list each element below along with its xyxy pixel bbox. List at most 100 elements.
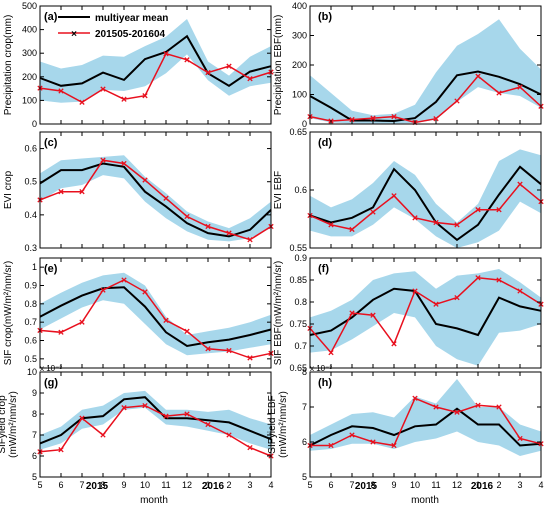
band-range — [40, 272, 271, 356]
point-obs — [370, 115, 376, 121]
band-range — [40, 390, 271, 450]
year-label-left-col-2015: 2015 — [86, 481, 109, 492]
x-tick-label: 6 — [58, 480, 63, 490]
series-line-mean — [39, 286, 272, 348]
y-tick-label: 0.4 — [24, 210, 37, 220]
point-obs — [142, 177, 148, 183]
point-obs — [475, 73, 481, 79]
legend-obs-marker: × — [71, 29, 77, 40]
y-tick-label: 6 — [302, 437, 307, 447]
point-obs — [412, 288, 418, 294]
point-obs — [496, 90, 502, 96]
point-obs — [370, 439, 376, 445]
point-obs — [100, 287, 106, 293]
x-tick-label: 12 — [452, 480, 462, 490]
series-line-obs — [309, 75, 542, 124]
x-tick-label: 1 — [475, 480, 480, 490]
point-obs — [247, 444, 253, 451]
x-tick-label: 2 — [496, 480, 501, 490]
y-axis-label: Precipitation crop(mm) — [3, 15, 14, 116]
point-obs — [517, 435, 523, 442]
x-tick-label: 11 — [161, 480, 170, 490]
point-obs — [454, 409, 460, 415]
y-axis-label: SIFyield crop(mW/m²/nm/sr) — [0, 391, 19, 458]
y-axis-label: Precipitation EBF(mm) — [273, 15, 284, 116]
y-axis-label: SIF EBF(mW/m²/nm/sr) — [273, 261, 284, 365]
panel-f: 0.65 0.7 0.75 0.8 0.85 0.9 (f) SIF EBF(mW/m²/nm… — [273, 253, 544, 373]
panel-letter: (e) — [44, 263, 58, 275]
point-obs — [121, 160, 127, 167]
x-tick-label: 11 — [431, 480, 440, 490]
point-obs — [433, 301, 439, 307]
point-obs — [79, 99, 85, 105]
point-obs — [58, 188, 64, 195]
point-obs — [58, 329, 64, 335]
point-obs — [226, 347, 232, 354]
point-obs — [496, 404, 502, 410]
point-obs — [247, 355, 253, 361]
y-tick-label: 5 — [302, 472, 307, 482]
point-obs — [433, 116, 439, 122]
point-obs — [391, 193, 397, 199]
y-axis-label: SIFyield EBF(mW/m²/nm/sr) — [267, 391, 289, 458]
x-tick-label: 4 — [538, 480, 543, 490]
y-tick-label: 0.3 — [24, 243, 37, 253]
series-line-obs — [310, 397, 542, 447]
x-tick-label: 10 — [410, 480, 420, 490]
point-obs — [496, 207, 502, 213]
y-tick-label: 200 — [22, 72, 37, 82]
panel-letter: (c) — [44, 137, 58, 149]
point-obs — [226, 432, 232, 438]
y-tick-label: 0.6 — [294, 185, 307, 195]
y-tick-label: 8 — [302, 367, 307, 377]
point-obs — [454, 294, 460, 301]
point-obs — [496, 277, 502, 283]
y-tick-label: 10 — [27, 367, 37, 377]
y-tick-label: 400 — [22, 25, 37, 35]
point-obs — [58, 447, 64, 453]
point-obs — [328, 349, 334, 356]
series-line-mean — [39, 396, 272, 445]
y-tick-label: 100 — [22, 95, 37, 105]
point-obs — [517, 181, 523, 187]
axes-frame — [39, 257, 272, 369]
point-obs — [79, 415, 85, 421]
y-tick-label: 0.65 — [289, 363, 307, 373]
x-axis-labels: 2015 2016 month 2015 2016 month — [86, 481, 494, 506]
point-obs — [247, 76, 253, 82]
year-label-left-col-2016: 2016 — [202, 481, 225, 492]
point-obs — [79, 188, 85, 195]
y-tick-label: 0.85 — [289, 275, 307, 285]
point-obs — [163, 413, 169, 419]
point-obs — [247, 237, 253, 243]
y-tick-label: 0.8 — [24, 299, 37, 309]
x-tick-label: 3 — [247, 480, 252, 490]
y-axis-label: SIF crop(mW/m²/nm/sr) — [3, 261, 14, 365]
y-tick-label: 0.7 — [294, 341, 307, 351]
panel-letter: (h) — [318, 377, 332, 389]
point-obs — [205, 421, 211, 428]
axes-frame — [39, 5, 272, 125]
point-obs — [100, 86, 106, 92]
legend: multiyear mean × 201505-201604 — [58, 13, 168, 40]
point-obs — [391, 113, 397, 120]
y-tick-label: 8 — [32, 409, 37, 419]
y-tick-label: 0.9 — [24, 281, 37, 291]
point-obs — [184, 328, 190, 334]
y-tick-label: 0.6 — [24, 144, 37, 154]
band-range — [40, 19, 271, 103]
series-line-obs — [39, 279, 272, 359]
point-obs — [142, 402, 148, 409]
y-axis-label: EVI crop — [3, 170, 14, 209]
x-tick-label: 9 — [121, 480, 126, 490]
point-obs — [517, 288, 523, 294]
point-obs — [121, 405, 127, 411]
point-obs — [121, 96, 127, 102]
band-range — [310, 149, 541, 248]
series-line-obs — [39, 159, 272, 241]
point-obs — [412, 215, 418, 221]
point-obs — [454, 222, 460, 228]
